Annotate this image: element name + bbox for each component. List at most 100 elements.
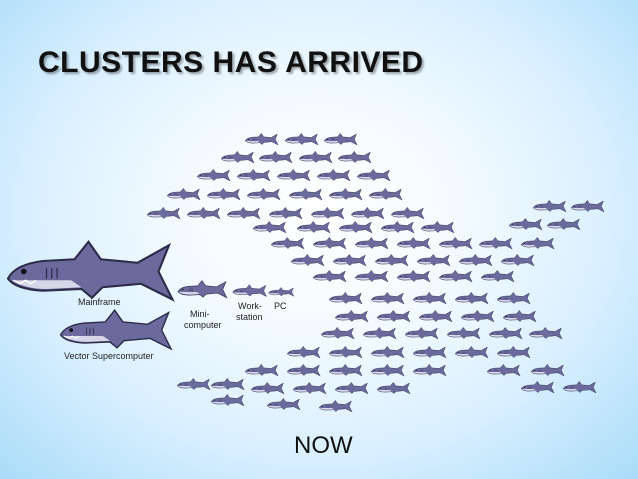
- school-shark: [530, 364, 565, 377]
- school-shark: [368, 188, 403, 201]
- school-shark: [334, 382, 369, 395]
- school-shark: [438, 237, 473, 250]
- school-shark: [404, 327, 439, 340]
- school-shark: [320, 327, 355, 340]
- school-shark: [412, 292, 447, 305]
- minicomputer-label-line2: computer: [184, 320, 222, 330]
- school-shark: [186, 207, 221, 220]
- school-shark: [244, 364, 279, 377]
- vector-supercomputer-label: Vector Supercomputer: [64, 351, 154, 361]
- school-shark: [268, 207, 303, 220]
- school-shark: [328, 292, 363, 305]
- school-shark: [486, 364, 521, 377]
- cluster-school: [146, 133, 605, 413]
- school-shark: [166, 188, 201, 201]
- school-shark: [258, 151, 293, 164]
- school-shark: [176, 378, 211, 391]
- school-shark: [296, 221, 331, 234]
- school-shark: [412, 346, 447, 359]
- school-shark: [206, 188, 241, 201]
- school-shark: [370, 292, 405, 305]
- school-shark: [266, 398, 301, 411]
- school-shark: [286, 364, 321, 377]
- school-shark: [196, 169, 231, 182]
- school-shark: [210, 394, 245, 407]
- school-shark: [460, 310, 495, 323]
- school-shark: [334, 310, 369, 323]
- school-shark: [420, 221, 455, 234]
- school-shark: [338, 221, 373, 234]
- school-shark: [390, 207, 425, 220]
- school-shark: [376, 310, 411, 323]
- school-shark: [446, 327, 481, 340]
- school-shark: [270, 237, 305, 250]
- school-shark: [374, 254, 409, 267]
- school-shark: [337, 151, 372, 164]
- school-shark: [298, 151, 333, 164]
- school-shark: [316, 169, 351, 182]
- school-shark: [396, 237, 431, 250]
- school-shark: [226, 207, 261, 220]
- school-shark: [496, 346, 531, 359]
- school-shark: [496, 292, 531, 305]
- school-shark: [354, 270, 389, 283]
- school-shark: [500, 254, 535, 267]
- vector-supercomputer-shark: [59, 309, 172, 350]
- school-shark: [396, 270, 431, 283]
- school-shark: [290, 254, 325, 267]
- workstation-label-line1: Work-: [238, 301, 262, 311]
- workstation-label-line2: station: [236, 312, 263, 322]
- school-shark: [520, 381, 555, 394]
- now-caption: NOW: [294, 432, 353, 459]
- school-shark: [284, 133, 319, 146]
- minicomputer-label-line1: Mini-: [190, 309, 210, 319]
- school-shark: [502, 310, 537, 323]
- school-shark: [246, 188, 281, 201]
- school-shark: [288, 188, 323, 201]
- slide-title: CLUSTERS HAS ARRIVED: [38, 46, 424, 79]
- school-shark: [354, 237, 389, 250]
- school-shark: [488, 327, 523, 340]
- minicomputer-shark: [177, 280, 228, 299]
- school-shark: [318, 400, 353, 413]
- mainframe-shark: [6, 240, 174, 301]
- school-shark: [310, 207, 345, 220]
- school-shark: [250, 382, 285, 395]
- school-shark: [328, 188, 363, 201]
- mainframe-label: Mainframe: [78, 297, 121, 307]
- school-shark: [220, 151, 255, 164]
- school-shark: [370, 364, 405, 377]
- school-shark: [244, 133, 279, 146]
- school-shark: [438, 270, 473, 283]
- school-shark: [528, 327, 563, 340]
- school-shark: [328, 346, 363, 359]
- school-shark: [458, 254, 493, 267]
- pc-label: PC: [274, 301, 287, 311]
- school-shark: [362, 327, 397, 340]
- school-shark: [292, 382, 327, 395]
- school-shark: [252, 221, 287, 234]
- school-shark: [210, 378, 245, 391]
- school-shark: [146, 207, 181, 220]
- school-shark: [520, 237, 555, 250]
- school-shark: [478, 237, 513, 250]
- school-shark: [370, 346, 405, 359]
- school-shark: [380, 221, 415, 234]
- school-shark: [412, 364, 447, 377]
- school-shark: [350, 207, 385, 220]
- school-shark: [416, 254, 451, 267]
- school-shark: [454, 292, 489, 305]
- school-shark: [276, 169, 311, 182]
- school-shark: [454, 346, 489, 359]
- school-shark: [312, 270, 347, 283]
- school-shark: [562, 381, 597, 394]
- school-shark: [328, 364, 363, 377]
- school-shark: [508, 218, 543, 231]
- school-shark: [323, 133, 358, 146]
- workstation-shark: [232, 284, 267, 297]
- school-shark: [480, 270, 515, 283]
- school-shark: [532, 200, 567, 213]
- pc-shark: [268, 287, 295, 297]
- school-shark: [286, 346, 321, 359]
